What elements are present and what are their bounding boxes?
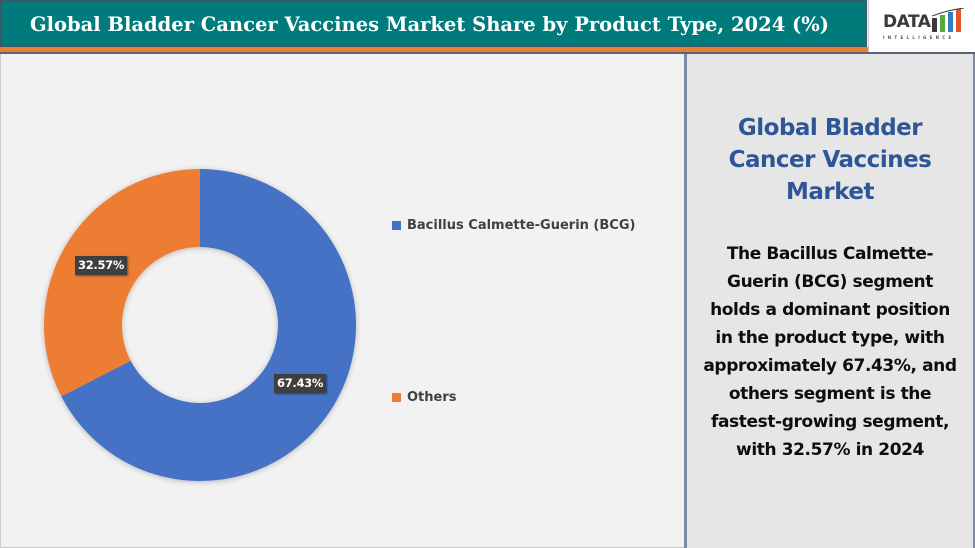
donut-slice-others [44,169,200,397]
legend-label-bcg: Bacillus Calmette-Guerin (BCG) [407,218,636,233]
summary-text-line: others segment is the [728,384,932,404]
legend-item-others: Others [392,390,457,405]
summary-text-line: in the product type, with [715,328,945,348]
summary-title-line: Market [785,179,875,205]
summary-text-line: The Bacillus Calmette- [726,244,934,264]
summary-text-line: fastest-growing segment, [710,412,950,432]
summary-title-line: Cancer Vaccines [728,147,932,173]
summary-title-line: Global Bladder [737,115,923,141]
header-divider [0,52,975,54]
summary-text-line: with 32.57% in 2024 [736,440,924,460]
summary-text: The Bacillus Calmette- Guerin (BCG) segm… [687,240,973,464]
summary-panel [687,54,973,548]
donut-chart [44,169,356,481]
header-accent-stripe [0,47,870,52]
legend-label-others: Others [407,390,457,405]
logo-wordmark: DATA [883,12,931,32]
summary-text-line: holds a dominant position [710,300,950,320]
data-label-bcg: 67.43% [274,374,327,393]
summary-title: Global Bladder Cancer Vaccines Market [687,112,973,208]
summary-text-line: Guerin (BCG) segment [727,272,933,292]
data-label-others: 32.57% [75,256,128,275]
chart-title: Global Bladder Cancer Vaccines Market Sh… [29,13,830,36]
logo-bars-icon [932,8,965,32]
panel-divider [684,54,687,548]
right-border [973,54,975,548]
legend-item-bcg: Bacillus Calmette-Guerin (BCG) [392,218,635,233]
summary-text-line: approximately 67.43%, and [703,356,957,376]
donut-slice-bcg [61,169,356,481]
datam-intelligence-logo: DATA INTELLIGENCE [868,0,975,52]
legend-swatch-bcg [392,221,401,230]
legend-swatch-others [392,393,401,402]
header-banner: Global Bladder Cancer Vaccines Market Sh… [0,0,867,47]
logo-tagline: INTELLIGENCE [883,35,955,40]
